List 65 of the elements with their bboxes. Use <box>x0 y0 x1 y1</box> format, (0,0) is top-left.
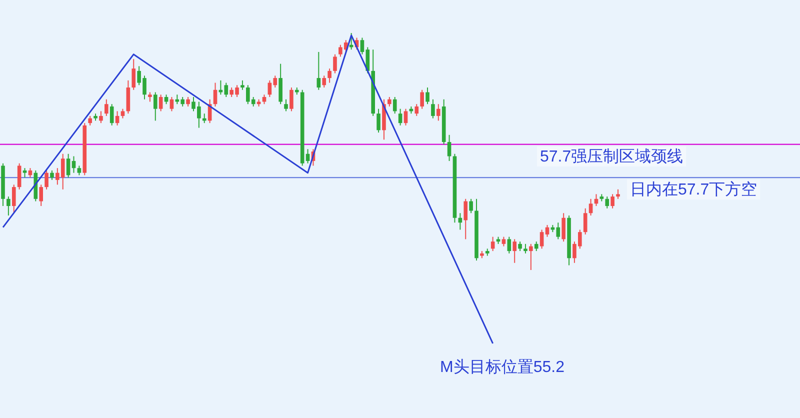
candlestick <box>464 198 468 240</box>
candlestick <box>66 153 70 178</box>
candlestick <box>529 243 533 270</box>
candlestick <box>333 54 337 74</box>
candlestick <box>72 156 76 174</box>
candlestick <box>50 170 54 180</box>
candlestick <box>44 170 48 190</box>
candlestick <box>534 241 538 252</box>
candlestick <box>126 80 130 114</box>
candlestick <box>562 212 566 242</box>
candlestick <box>610 194 614 209</box>
candlestick <box>502 236 506 247</box>
candlestick <box>12 184 16 214</box>
candlestick <box>490 236 495 252</box>
candlestick <box>524 243 528 254</box>
candlestick <box>132 58 136 90</box>
candlestick <box>115 110 120 126</box>
candlestick <box>431 98 435 119</box>
candlestick <box>148 92 152 102</box>
ref-line-label: 日内在57.7下方空 <box>630 180 758 199</box>
candlestick <box>284 98 288 112</box>
candlestick <box>518 241 522 252</box>
candlestick <box>290 87 294 112</box>
candlestick <box>88 115 92 126</box>
candlestick <box>447 134 452 162</box>
candlestick <box>545 224 550 238</box>
candlestick <box>605 196 610 209</box>
candlestick <box>306 148 310 164</box>
candlestick <box>110 104 114 126</box>
candlestick <box>414 104 419 116</box>
candlestick <box>469 198 473 214</box>
candlestick <box>316 51 321 90</box>
candlestick <box>99 110 103 124</box>
candlestick <box>240 80 244 90</box>
candlestick <box>512 238 516 264</box>
candlestick <box>398 108 402 126</box>
candlestick <box>22 168 27 178</box>
candlestick <box>376 108 380 134</box>
candlestick <box>213 82 218 107</box>
candlestick <box>158 94 163 112</box>
candlestick <box>104 98 108 116</box>
candlestick <box>278 63 282 105</box>
candlestick <box>426 87 430 105</box>
candlestick <box>388 96 392 107</box>
candlestick <box>322 75 326 88</box>
candlestick <box>77 165 82 176</box>
candlestick <box>540 229 544 250</box>
text: M头目标位置55.2 <box>440 358 565 376</box>
candlestick <box>583 208 588 235</box>
candlestick <box>17 162 22 190</box>
ref-line-label: 57.7强压制区域颈线 <box>540 147 684 166</box>
candlestick <box>6 196 10 216</box>
candlestick <box>153 92 158 122</box>
candlestick <box>588 198 593 216</box>
candlestick <box>404 108 408 126</box>
candlestick <box>120 108 125 119</box>
candlestick <box>436 104 440 122</box>
candlestick <box>616 188 620 200</box>
candlestick <box>186 96 190 107</box>
candlestick <box>392 96 397 114</box>
candlestick <box>507 236 512 254</box>
candlestick <box>170 96 174 112</box>
candlestick <box>420 89 424 110</box>
candlestick <box>328 68 332 84</box>
candlestick <box>39 184 43 207</box>
